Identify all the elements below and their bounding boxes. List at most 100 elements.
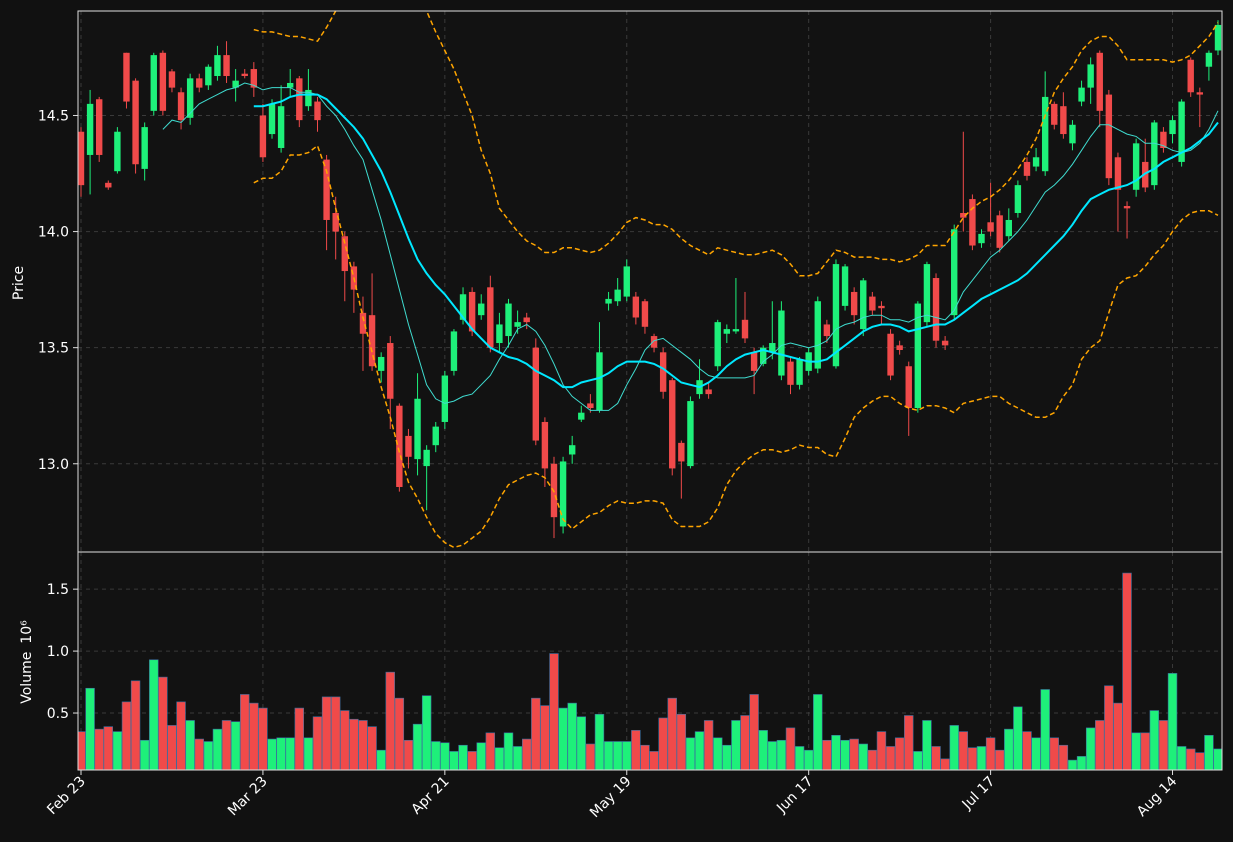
candle-body [1069, 124, 1076, 144]
candle-body [914, 303, 922, 409]
candle-body [1160, 131, 1167, 148]
candle-body [559, 461, 567, 527]
volume-axis-title: Volume 10⁶ [19, 620, 35, 704]
volume-bar [949, 725, 959, 770]
candle-body [405, 435, 412, 457]
volume-axis-label: Volume [19, 652, 35, 704]
volume-bar [94, 728, 104, 770]
volume-bar [167, 725, 177, 770]
volume-bar [1186, 748, 1196, 770]
volume-bar [631, 730, 641, 770]
candle-body [941, 340, 949, 346]
candle-body [541, 421, 549, 469]
candle-body [95, 99, 103, 155]
volume-bar [1158, 720, 1169, 770]
candle-body [387, 343, 394, 399]
volume-bar [303, 737, 314, 770]
volume-bar [285, 737, 295, 770]
volume-bar [294, 707, 305, 770]
candle-body [969, 199, 976, 246]
volume-bar [958, 731, 969, 770]
candle-body [141, 127, 148, 169]
candle-body [459, 294, 467, 320]
volume-bar [758, 730, 768, 770]
candle-body [259, 115, 267, 158]
volume-bar [1176, 746, 1187, 770]
candle-body [614, 289, 621, 302]
volume-bar [1195, 752, 1205, 770]
volume-bar [649, 751, 659, 770]
volume-bar [194, 738, 204, 770]
overlay-line [162, 82, 1219, 411]
candle-body [832, 264, 840, 367]
candle-body [250, 69, 258, 88]
volume-bar [785, 727, 796, 770]
volume-bar [767, 741, 777, 770]
candle-body [505, 303, 512, 337]
candle-body [578, 412, 585, 420]
candle-body [951, 229, 958, 316]
volume-bar [1140, 732, 1150, 770]
volume-bar [1213, 748, 1222, 770]
grid [78, 11, 1222, 770]
volume-bar [594, 713, 605, 770]
volume-bar [913, 751, 923, 770]
candle-body [723, 329, 731, 334]
candle-body [850, 291, 858, 316]
volume-bar [622, 741, 632, 770]
volume-bar [249, 702, 259, 770]
candle-body [1096, 52, 1103, 111]
candle-body [1187, 59, 1194, 93]
volume-bar [803, 749, 814, 770]
candle-body [787, 361, 794, 385]
y-axis-label: Price [11, 266, 27, 300]
volume-bar [840, 739, 850, 770]
volume-bar [203, 741, 214, 770]
volume-bar [85, 687, 95, 770]
volume-bar [130, 680, 141, 770]
volume-bar [230, 721, 241, 770]
volume-bar [722, 744, 732, 770]
candle-body [123, 52, 130, 102]
volume-bar [967, 747, 978, 770]
candle-body [205, 66, 212, 86]
candle-body [423, 449, 430, 467]
volume-bar [640, 744, 650, 770]
candle-body [687, 401, 694, 467]
volume-bar [531, 697, 541, 770]
volume-bar [831, 735, 841, 770]
volume-bar [940, 758, 950, 770]
volume-bar [158, 676, 168, 770]
candle-body [487, 287, 494, 348]
candle-body [1023, 161, 1031, 176]
volume-bar [1149, 710, 1160, 770]
volume-offset: 10⁶ [19, 620, 35, 644]
candle-body [632, 296, 640, 318]
volume-bar [976, 746, 987, 770]
candle-body [932, 278, 940, 341]
volume-bar [694, 731, 705, 770]
candle-body [741, 319, 749, 339]
candle-body [268, 103, 276, 135]
candle-body [441, 375, 449, 422]
volume-bar [1095, 720, 1105, 770]
volume-bar [1049, 737, 1059, 770]
candle-body [568, 445, 576, 455]
volume-bar [1067, 759, 1078, 770]
candle-body [1178, 101, 1185, 162]
y-tick-label: 14.0 [38, 225, 69, 241]
candle-body [186, 78, 194, 118]
candle-body [196, 78, 203, 88]
price-panel [78, 11, 1222, 552]
volume-bar [667, 697, 677, 770]
candle-body [814, 301, 821, 369]
volume-bar [221, 720, 232, 770]
volume-bar [403, 739, 414, 770]
volume-bar [813, 694, 823, 770]
candle-body [450, 331, 458, 371]
candle-body [514, 322, 521, 327]
candle-body [78, 131, 85, 186]
candle-body [860, 280, 867, 330]
volume-bar [312, 716, 323, 770]
volume-bar [240, 694, 250, 770]
